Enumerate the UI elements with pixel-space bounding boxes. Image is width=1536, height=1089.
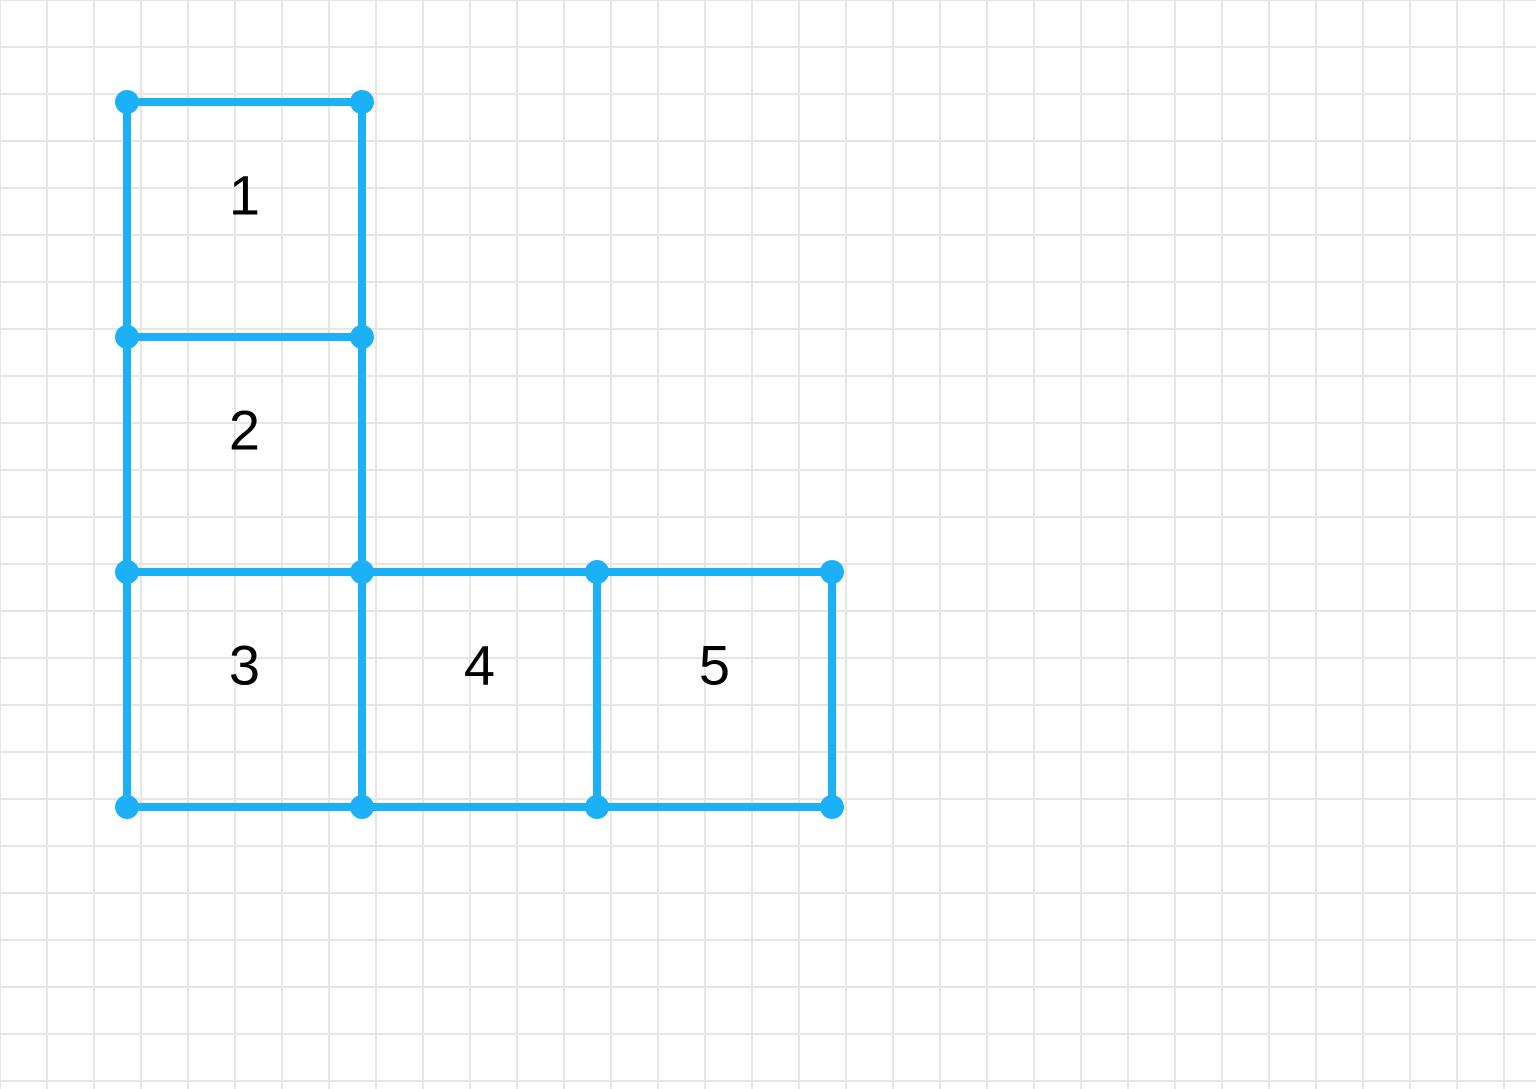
shape-vertex: [585, 795, 609, 819]
shape-vertex: [585, 560, 609, 584]
shape-vertex: [115, 795, 139, 819]
shape-vertex: [115, 90, 139, 114]
diagram-canvas: 1 2 3 4 5: [0, 0, 1536, 1089]
shape-vertex: [115, 560, 139, 584]
shape-vertex: [820, 560, 844, 584]
cell-label: 2: [229, 398, 260, 461]
cell-label: 1: [229, 163, 260, 226]
shape-vertex: [350, 90, 374, 114]
shape-vertex: [350, 795, 374, 819]
shape-vertices: [115, 90, 844, 819]
cell-label: 4: [464, 633, 495, 696]
shape-vertex: [350, 560, 374, 584]
cell-label: 5: [699, 633, 730, 696]
shape-vertex: [820, 795, 844, 819]
shape-vertex: [115, 325, 139, 349]
shape-vertex: [350, 325, 374, 349]
cell-labels: 1 2 3 4 5: [229, 163, 730, 696]
cell-label: 3: [229, 633, 260, 696]
